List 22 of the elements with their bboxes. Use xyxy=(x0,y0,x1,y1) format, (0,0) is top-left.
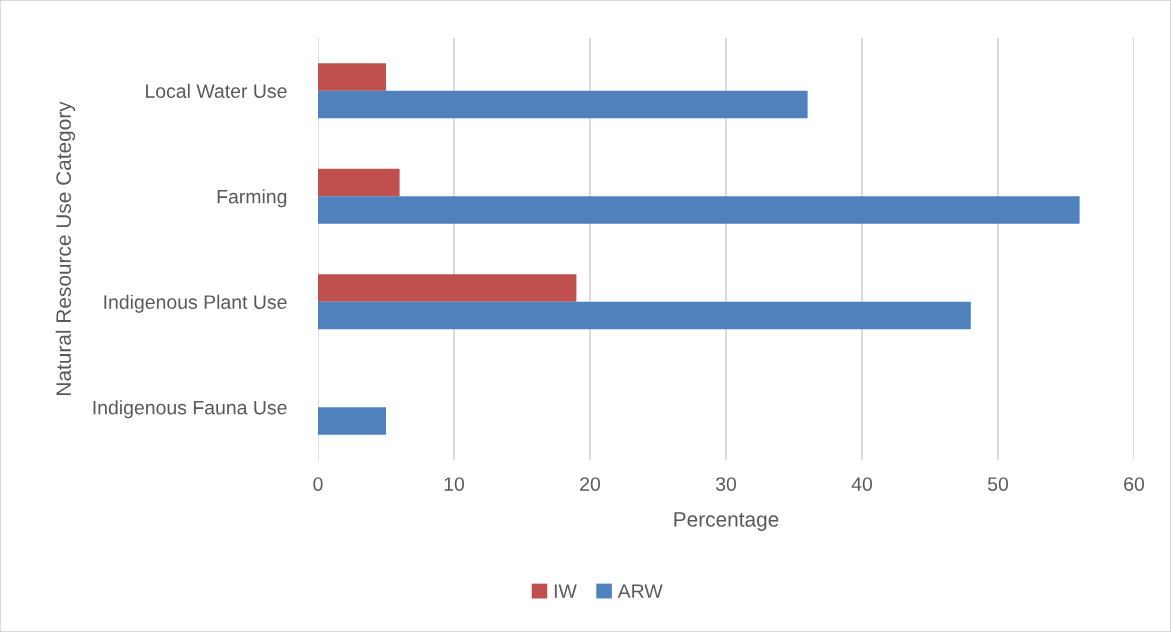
x-tick-label: 40 xyxy=(851,477,873,491)
bar xyxy=(318,196,1080,224)
x-tick-label: 30 xyxy=(715,477,737,491)
legend-label: IW xyxy=(554,584,577,598)
y-tick-label: Farming xyxy=(217,189,287,208)
bar xyxy=(318,274,577,302)
x-tick-label: 0 xyxy=(313,477,323,491)
x-tick-label: 50 xyxy=(987,477,1009,491)
bar xyxy=(318,168,400,197)
y-axis-title: Natural Resource Use Category xyxy=(55,101,76,395)
legend-label: ARW xyxy=(617,584,663,598)
x-tick-label: 20 xyxy=(580,477,601,491)
bar xyxy=(318,301,971,330)
bar xyxy=(318,407,386,435)
x-tick-label: 60 xyxy=(1124,477,1145,491)
y-tick-label: Indigenous Fauna Use xyxy=(93,400,287,419)
x-axis-title: Percentage xyxy=(674,512,779,531)
x-tick-label: 10 xyxy=(444,477,465,491)
y-tick-label: Indigenous Plant Use xyxy=(104,294,287,313)
bar xyxy=(318,63,386,91)
y-tick-label: Local Water Use xyxy=(146,83,287,98)
bar xyxy=(318,90,808,119)
